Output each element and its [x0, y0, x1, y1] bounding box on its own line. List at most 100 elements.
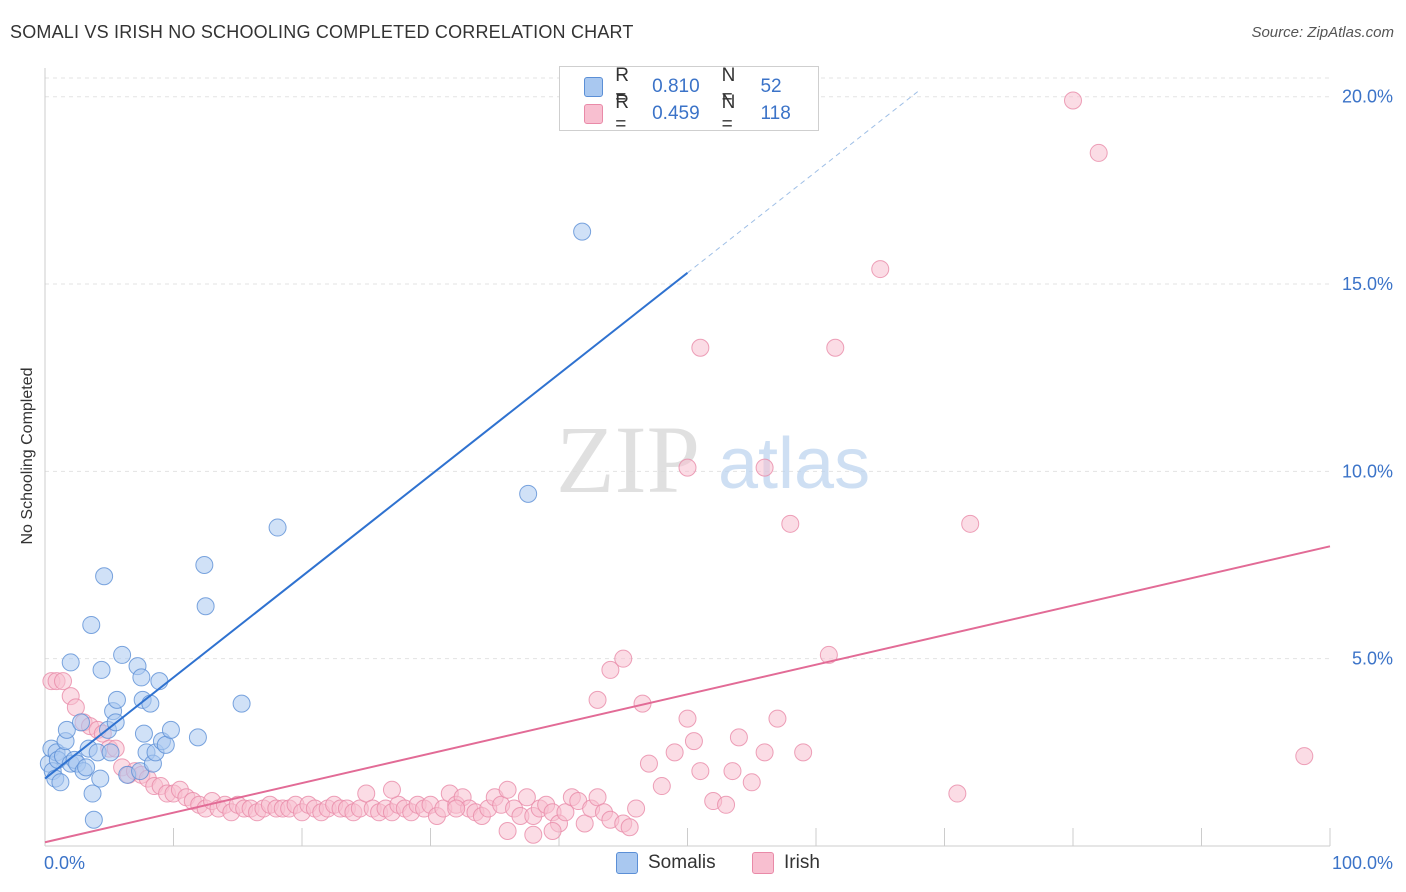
irish-point	[543, 822, 562, 841]
irish-point	[755, 458, 774, 477]
watermark-zip: ZIP	[556, 406, 700, 513]
irish-point	[665, 743, 684, 762]
legend-n-value: 118	[760, 103, 791, 124]
somalis-point	[91, 769, 110, 788]
irish-point	[601, 660, 620, 679]
somalis-point	[95, 567, 114, 586]
legend-row-irish: R = 0.459 N = 118	[584, 92, 818, 135]
watermark-atlas: atlas	[718, 424, 870, 504]
legend-r-value: 0.459	[652, 103, 700, 124]
somalis-point	[61, 653, 80, 672]
somalis-point	[101, 743, 120, 762]
irish-point	[691, 762, 710, 781]
irish-point	[620, 818, 639, 837]
somalis-point	[92, 660, 111, 679]
irish-point	[524, 825, 543, 844]
irish-point	[742, 773, 761, 792]
irish-point	[755, 743, 774, 762]
irish-point	[575, 814, 594, 833]
somalis-point	[51, 773, 70, 792]
somalis-point	[195, 556, 214, 575]
somalis-point	[57, 720, 76, 739]
irish-swatch	[752, 852, 774, 874]
somalis-point	[196, 597, 215, 616]
legend-row-somalis: R = 0.810 N = 52	[584, 65, 818, 108]
irish-point	[1089, 143, 1108, 162]
irish-point	[382, 780, 401, 799]
irish-point	[794, 743, 813, 762]
somalis-point	[132, 668, 151, 687]
somalis-point	[82, 615, 101, 634]
somalis-point	[150, 672, 169, 691]
somalis-point	[161, 720, 180, 739]
legend-item-somalis[interactable]: Somalis	[616, 852, 716, 874]
irish-point	[66, 698, 85, 717]
somalis-point	[188, 728, 207, 747]
somalis-point	[268, 518, 287, 537]
somalis-point	[156, 735, 175, 754]
bottom-legend: Somalis Irish	[0, 852, 1406, 878]
irish-point	[723, 762, 742, 781]
somalis-point	[77, 758, 96, 777]
irish-point	[652, 777, 671, 796]
chart-title: SOMALI VS IRISH NO SCHOOLING COMPLETED C…	[10, 22, 634, 42]
irish-point	[678, 458, 697, 477]
irish-trend-line	[44, 545, 1331, 844]
y-tick-label: 20.0%	[1342, 87, 1393, 107]
irish-point	[717, 795, 736, 814]
somalis-swatch	[584, 77, 604, 97]
legend-item-irish[interactable]: Irish	[752, 852, 820, 874]
y-tick-label: 15.0%	[1342, 274, 1393, 294]
irish-point	[871, 260, 890, 279]
somalis-trend-extension	[687, 90, 920, 274]
somalis-trend-line	[44, 272, 689, 780]
x-tick-label: 100.0%	[1332, 853, 1393, 873]
irish-point	[819, 645, 838, 664]
irish-point	[357, 784, 376, 803]
irish-point	[614, 649, 633, 668]
legend-r-label: R =	[615, 65, 629, 108]
somalis-point	[107, 690, 126, 709]
legend-item-label: Irish	[784, 852, 820, 873]
x-tick-label: 0.0%	[44, 853, 85, 873]
irish-point	[556, 803, 575, 822]
somalis-point	[113, 645, 132, 664]
irish-point	[678, 709, 697, 728]
irish-point	[1064, 91, 1082, 110]
irish-point	[684, 732, 703, 751]
irish-point	[1295, 747, 1314, 766]
somalis-point	[71, 713, 90, 732]
irish-point	[729, 728, 748, 747]
irish-point	[498, 822, 517, 841]
irish-point	[948, 784, 967, 803]
irish-swatch	[584, 104, 604, 124]
legend-n-label: N =	[721, 92, 736, 135]
irish-point	[588, 788, 607, 807]
somalis-point	[141, 694, 160, 713]
legend-item-label: Somalis	[648, 852, 716, 873]
somalis-point	[134, 724, 153, 743]
irish-point	[588, 690, 607, 709]
y-tick-label: 10.0%	[1342, 461, 1393, 481]
irish-point	[53, 672, 72, 691]
correlation-legend: R = 0.810 N = 52 R = 0.459 N = 118	[559, 65, 819, 135]
legend-r-value: 0.810	[652, 76, 700, 97]
irish-point	[781, 514, 800, 533]
somalis-point	[232, 694, 251, 713]
somalis-swatch	[616, 852, 638, 874]
legend-n-label: N =	[721, 65, 736, 108]
source-label: Source: ZipAtlas.com	[1251, 24, 1394, 41]
irish-point	[498, 780, 517, 799]
legend-n-value: 52	[760, 76, 782, 97]
irish-point	[961, 514, 980, 533]
somalis-point	[573, 222, 592, 241]
y-tick-label: 5.0%	[1352, 649, 1393, 669]
irish-point	[447, 799, 466, 818]
irish-point	[768, 709, 787, 728]
irish-point	[517, 788, 536, 807]
irish-point	[691, 338, 710, 357]
irish-point	[627, 799, 646, 818]
irish-point	[639, 754, 658, 773]
somalis-point	[84, 810, 103, 829]
